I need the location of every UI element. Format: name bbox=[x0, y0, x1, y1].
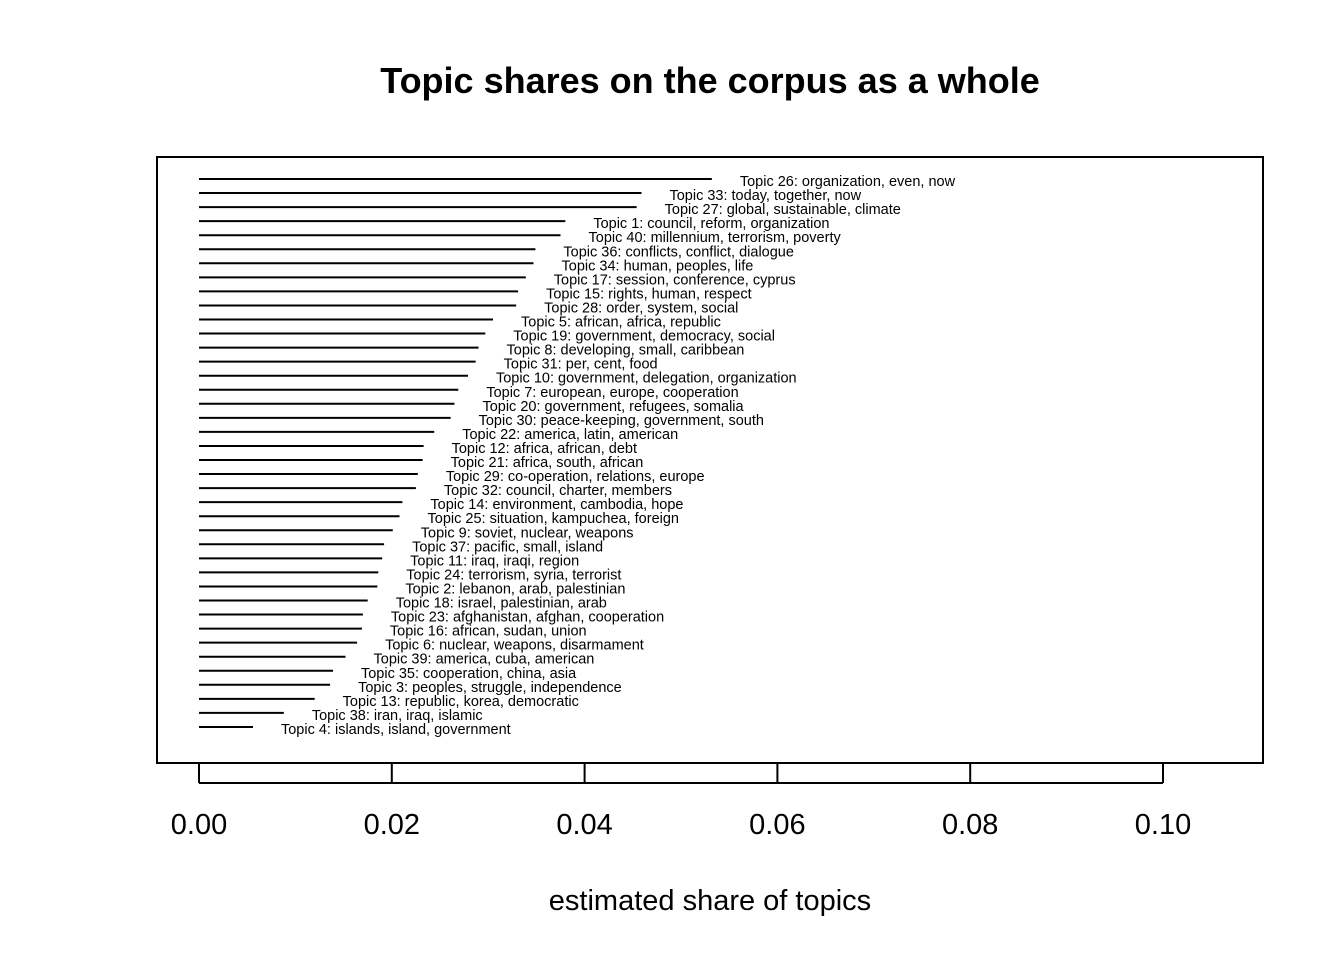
bar-label: Topic 32: council, charter, members bbox=[444, 483, 672, 499]
bar-label: Topic 9: soviet, nuclear, weapons bbox=[421, 525, 634, 541]
x-tick-label: 0.10 bbox=[1135, 809, 1191, 841]
bar-label: Topic 29: co-operation, relations, europ… bbox=[446, 469, 705, 485]
x-tick-label: 0.04 bbox=[556, 809, 612, 841]
bar-label: Topic 11: iraq, iraqi, region bbox=[410, 553, 579, 569]
chart-title: Topic shares on the corpus as a whole bbox=[380, 60, 1040, 101]
bar-label: Topic 28: order, system, social bbox=[544, 300, 738, 316]
bar-label: Topic 38: iran, iraq, islamic bbox=[312, 708, 483, 724]
x-axis: 0.00 0.02 0.04 0.06 0.08 0.10 bbox=[171, 764, 1191, 841]
bar-label: Topic 40: millennium, terrorism, poverty bbox=[589, 230, 842, 246]
bar-label: Topic 5: african, africa, republic bbox=[521, 315, 721, 331]
bar-label: Topic 17: session, conference, cyprus bbox=[554, 272, 796, 288]
bar-label: Topic 34: human, peoples, life bbox=[562, 258, 754, 274]
bar-label: Topic 27: global, sustainable, climate bbox=[665, 202, 901, 218]
bar-label: Topic 22: america, latin, american bbox=[462, 427, 678, 443]
bar-label: Topic 24: terrorism, syria, terrorist bbox=[406, 567, 621, 583]
bar-label: Topic 3: peoples, struggle, independence bbox=[358, 680, 622, 696]
bar-label: Topic 2: lebanon, arab, palestinian bbox=[405, 581, 625, 597]
plot-frame bbox=[156, 156, 1264, 764]
bar-label: Topic 26: organization, even, now bbox=[740, 174, 956, 190]
bar-label: Topic 8: developing, small, caribbean bbox=[507, 343, 745, 359]
x-tick-label: 0.00 bbox=[171, 809, 227, 841]
bar-label: Topic 35: cooperation, china, asia bbox=[361, 666, 577, 682]
bar-label: Topic 14: environment, cambodia, hope bbox=[430, 497, 683, 513]
bar-label: Topic 25: situation, kampuchea, foreign bbox=[428, 511, 679, 527]
bar-label: Topic 13: republic, korea, democratic bbox=[343, 694, 579, 710]
x-tick-label: 0.06 bbox=[749, 809, 805, 841]
bar-label: Topic 12: africa, african, debt bbox=[452, 441, 637, 457]
bar-label: Topic 19: government, democracy, social bbox=[513, 329, 775, 345]
bar-label: Topic 30: peace-keeping, government, sou… bbox=[479, 413, 764, 429]
bar-label: Topic 21: africa, south, african bbox=[451, 455, 644, 471]
x-axis-label: estimated share of topics bbox=[549, 885, 871, 917]
bar-label: Topic 23: afghanistan, afghan, cooperati… bbox=[391, 610, 664, 626]
bar-label: Topic 16: african, sudan, union bbox=[390, 624, 587, 640]
x-tick-label: 0.08 bbox=[942, 809, 998, 841]
bar-label: Topic 18: israel, palestinian, arab bbox=[396, 596, 607, 612]
x-tick-label: 0.02 bbox=[364, 809, 420, 841]
bar-label: Topic 37: pacific, small, island bbox=[412, 539, 603, 555]
bar-label: Topic 6: nuclear, weapons, disarmament bbox=[385, 638, 644, 654]
bar-label: Topic 10: government, delegation, organi… bbox=[496, 371, 797, 387]
bar-label: Topic 33: today, together, now bbox=[669, 188, 861, 204]
bar-label: Topic 31: per, cent, food bbox=[504, 357, 658, 373]
bar-label: Topic 20: government, refugees, somalia bbox=[482, 399, 744, 415]
bar-label: Topic 4: islands, island, government bbox=[281, 722, 511, 738]
bar-label: Topic 1: council, reform, organization bbox=[593, 216, 829, 232]
bar-label: Topic 15: rights, human, respect bbox=[546, 286, 752, 302]
bar-label: Topic 39: america, cuba, american bbox=[374, 652, 595, 668]
bar-label: Topic 36: conflicts, conflict, dialogue bbox=[563, 244, 794, 260]
bar-label: Topic 7: european, europe, cooperation bbox=[486, 385, 738, 401]
